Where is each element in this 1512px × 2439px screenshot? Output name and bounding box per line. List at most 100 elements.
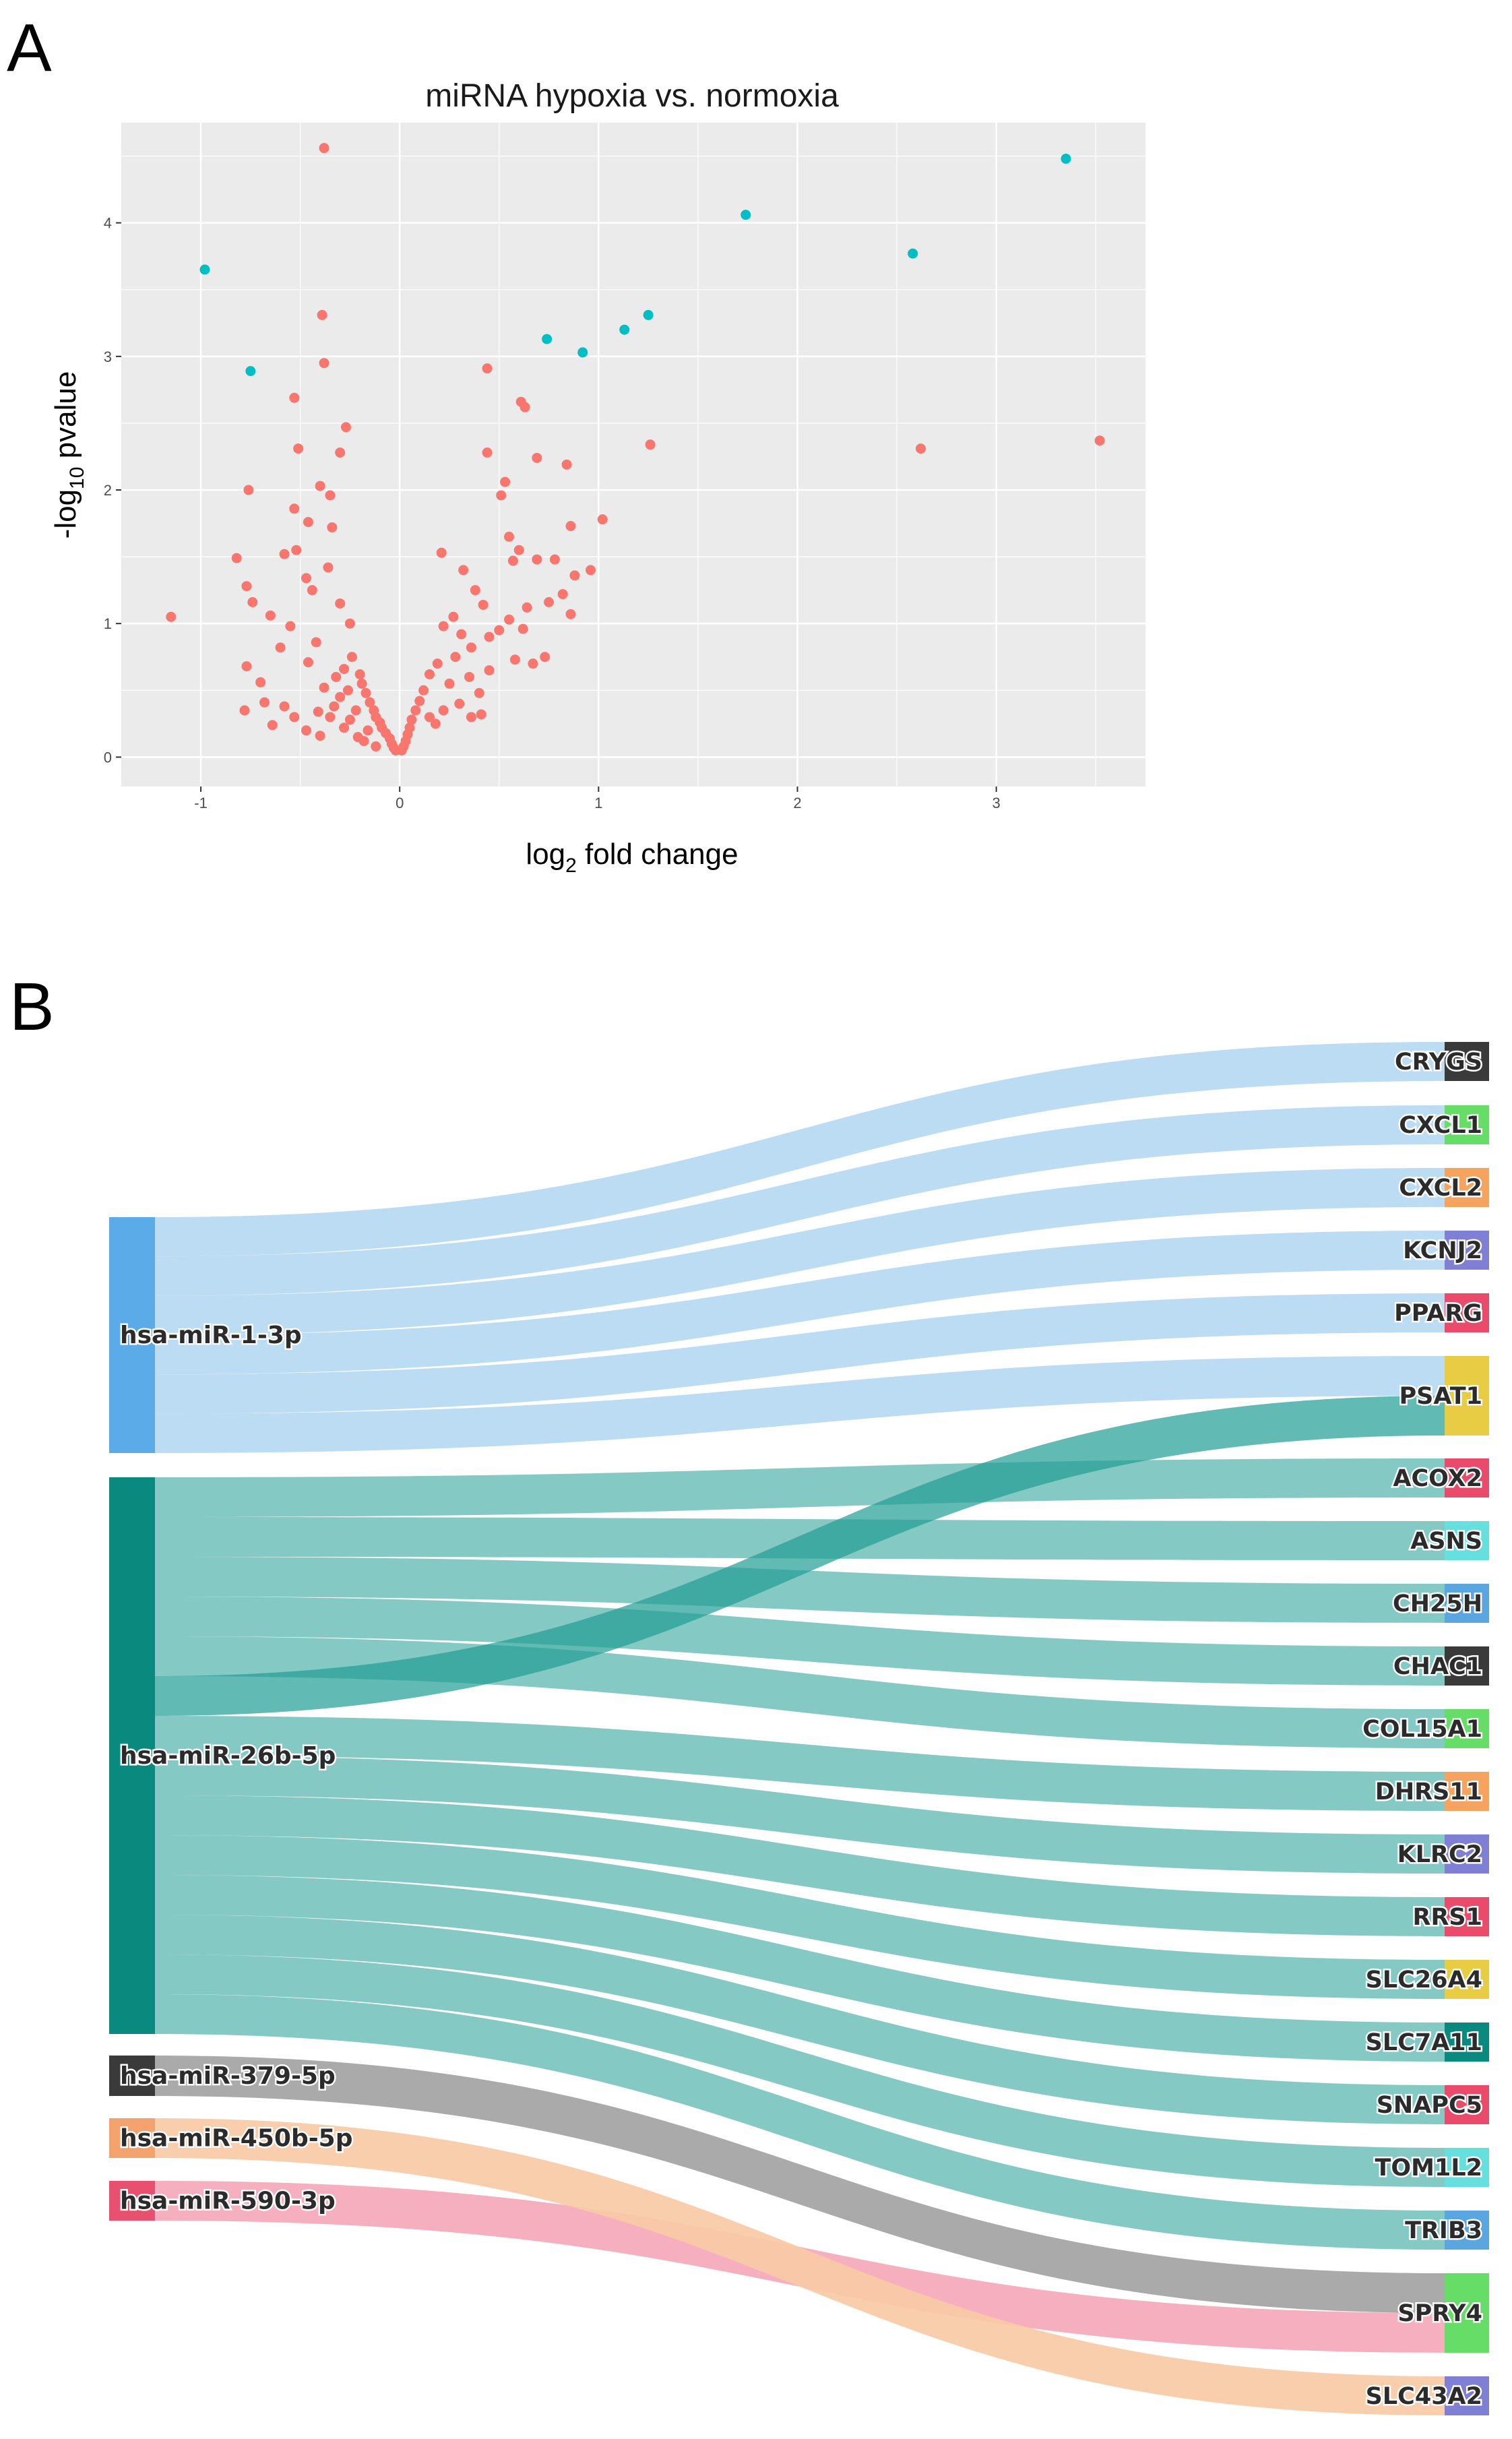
target-node [1445, 1458, 1489, 1498]
point [350, 705, 361, 716]
point [317, 309, 327, 320]
x-tick-label: -1 [194, 795, 208, 811]
x-axis-title-main: log [526, 838, 565, 871]
point [509, 654, 520, 665]
point [456, 629, 467, 640]
sankey-link [155, 1458, 1445, 1517]
point [365, 697, 375, 708]
target-label: KCNJ2 [1403, 1237, 1482, 1264]
point [371, 741, 381, 752]
point [424, 669, 435, 680]
target-label: CH25H [1393, 1591, 1482, 1617]
target-label: SLC43A2 [1366, 2383, 1482, 2410]
source-node [109, 2181, 155, 2221]
point [329, 701, 340, 712]
point [358, 736, 369, 747]
sankey-link [155, 1042, 1445, 1257]
x-axis-title: log2 fold change [526, 838, 738, 877]
point [645, 439, 656, 450]
target-node [1445, 1356, 1489, 1435]
point [482, 447, 493, 458]
source-node [109, 2056, 155, 2096]
point [325, 712, 336, 722]
point [540, 652, 550, 662]
source-node [109, 1217, 155, 1453]
point [275, 642, 286, 653]
target-label: SLC26A4 [1366, 1967, 1482, 1994]
point [500, 476, 511, 487]
point [339, 664, 350, 675]
y-axis-title-rest: pvalue [49, 371, 82, 467]
source-label: hsa-miR-379-5p [120, 2062, 336, 2090]
point [474, 687, 484, 698]
point [410, 705, 421, 716]
point [289, 712, 300, 722]
point [313, 706, 323, 717]
point [311, 637, 321, 648]
sankey-link [155, 1105, 1445, 1296]
point [241, 581, 252, 592]
grid-lines [121, 123, 1145, 786]
point [344, 714, 355, 725]
point [450, 652, 461, 662]
plot-panel-background [121, 123, 1145, 786]
point [363, 725, 373, 736]
significant-point [741, 210, 751, 220]
target-node [1445, 2376, 1489, 2415]
point [354, 669, 365, 680]
point [344, 618, 355, 629]
point [1094, 435, 1105, 446]
point [241, 661, 252, 672]
point [360, 687, 371, 698]
point [307, 585, 317, 596]
point [231, 553, 242, 563]
volcano-title: miRNA hypoxia vs. normoxia [425, 78, 839, 114]
y-axis-title-main: -log [49, 489, 82, 538]
sankey-link [155, 1756, 1445, 1874]
point [438, 705, 449, 716]
point [561, 459, 572, 470]
target-node [1445, 1584, 1489, 1623]
sankey-link [155, 1557, 1445, 1623]
point [265, 610, 276, 621]
point [565, 609, 576, 619]
point [342, 685, 353, 696]
significant-point [643, 309, 654, 320]
point [406, 714, 417, 725]
point [436, 547, 447, 558]
point [438, 621, 449, 631]
target-node [1445, 1834, 1489, 1874]
point [504, 531, 515, 542]
target-label: CHAC1 [1393, 1653, 1482, 1680]
point [569, 570, 580, 581]
target-node [1445, 1293, 1489, 1332]
point [517, 623, 528, 634]
point [341, 422, 352, 433]
point [279, 701, 290, 712]
point [565, 521, 576, 532]
point [303, 517, 313, 528]
point [356, 678, 367, 689]
target-label: SNAPC5 [1377, 2092, 1482, 2119]
target-node [1445, 1042, 1489, 1081]
target-label: SPRY4 [1397, 2300, 1482, 2327]
target-label: PPARG [1394, 1300, 1482, 1327]
point [319, 143, 329, 154]
panel-b-letter: B [9, 969, 55, 1045]
point [319, 358, 329, 369]
target-node [1445, 2085, 1489, 2124]
target-node [1445, 2211, 1489, 2250]
x-axis-title-rest: fold change [577, 838, 738, 871]
target-node [1445, 1105, 1489, 1144]
y-tick-label: 4 [104, 215, 112, 232]
point [482, 363, 493, 374]
sankey-labels: hsa-miR-1-3p hsa-miR-26b-5p hsa-miR-379-5p… [119, 1047, 1484, 2412]
point [315, 481, 325, 491]
sankey-link [155, 1293, 1445, 1414]
sankey-nodes [109, 1042, 1489, 2415]
point [557, 589, 568, 600]
point [444, 678, 455, 689]
point [259, 697, 270, 708]
point [532, 452, 542, 463]
